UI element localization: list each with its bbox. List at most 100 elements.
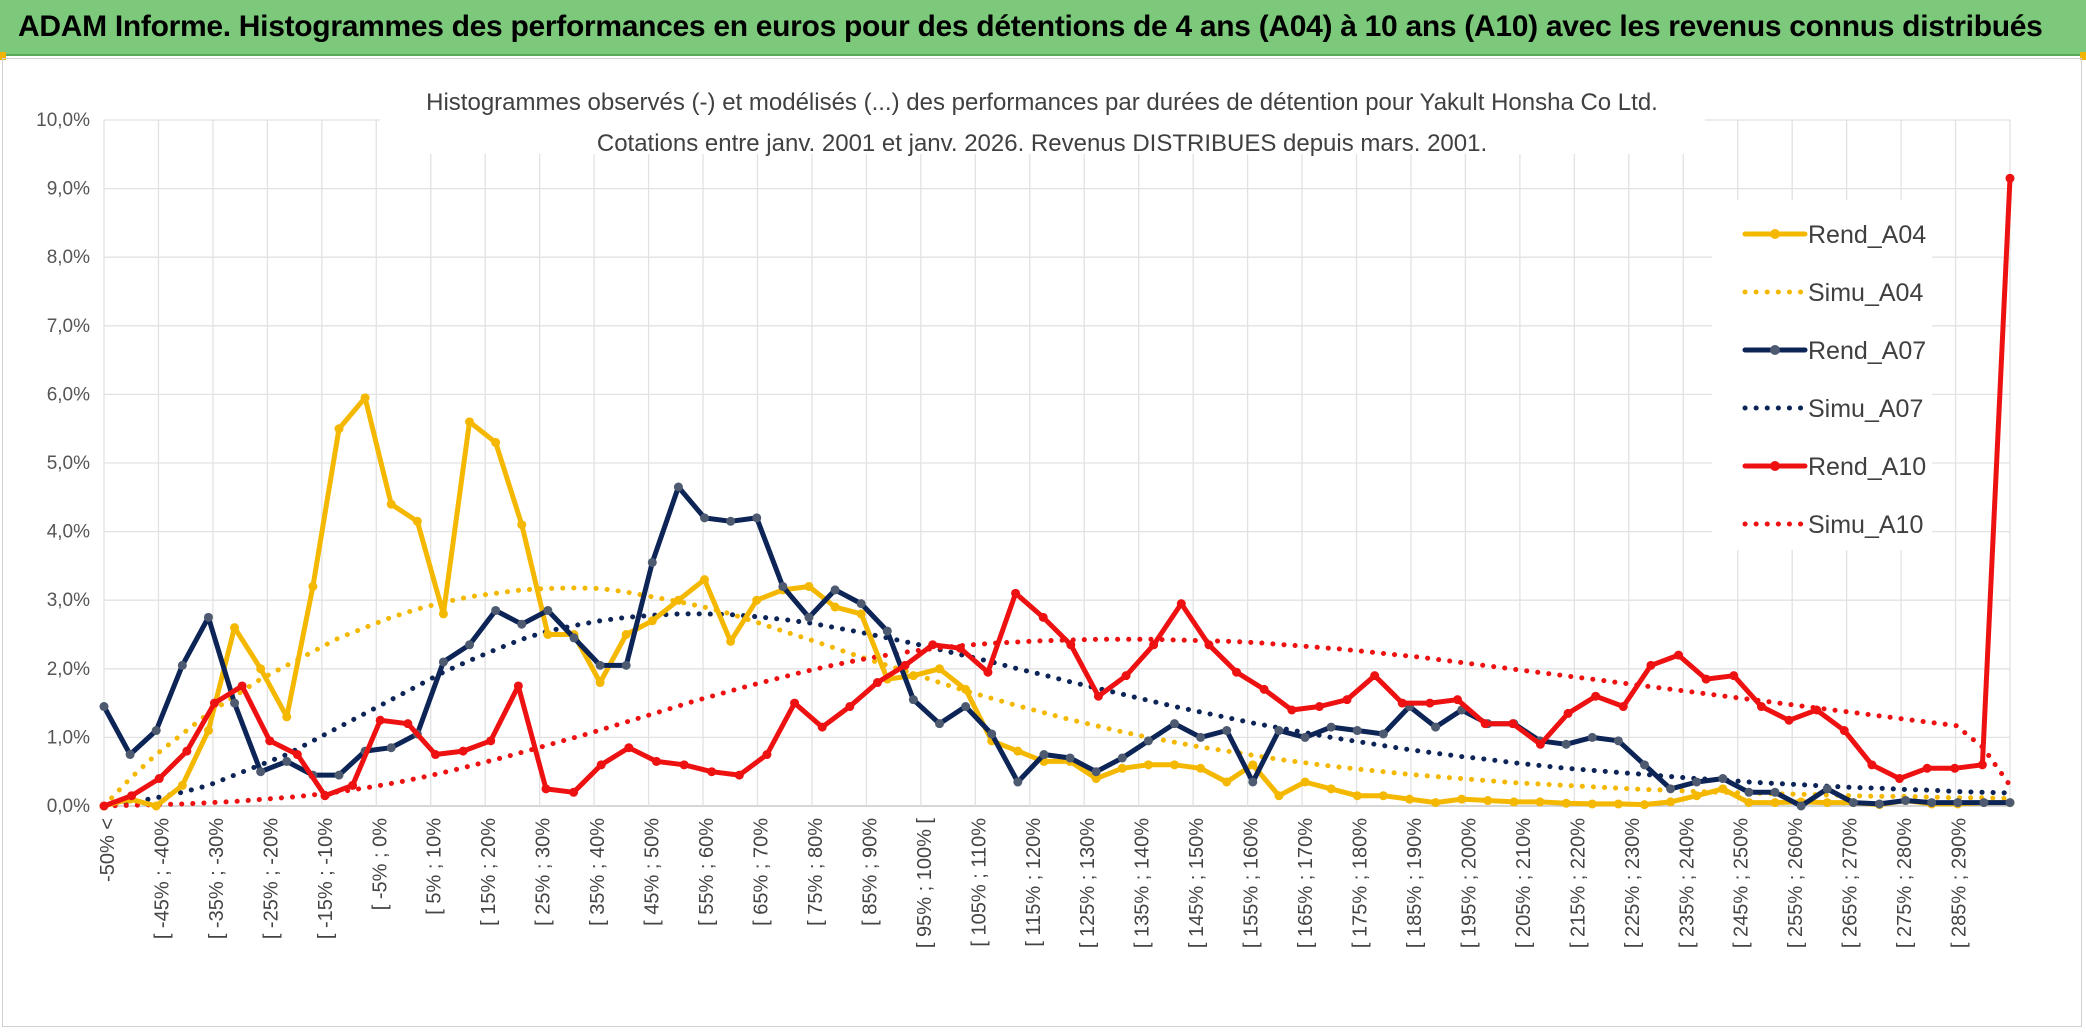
data-point-rend-a10 — [1480, 719, 1490, 729]
data-point-rend-a10 — [1839, 726, 1849, 736]
data-point-rend-a10 — [845, 702, 855, 712]
data-point-rend-a10 — [1204, 640, 1214, 650]
data-point-rend-a04 — [360, 393, 370, 403]
data-point-rend-a10 — [1397, 698, 1407, 708]
data-point-rend-a07 — [752, 513, 762, 523]
data-point-rend-a07 — [987, 729, 997, 739]
data-point-rend-a10 — [320, 791, 330, 801]
x-tick-label: [ 85% ; 90% — [859, 818, 881, 926]
data-point-rend-a07 — [778, 581, 788, 591]
data-point-rend-a10 — [375, 715, 385, 725]
x-tick-label: [ 245% ; 250% — [1731, 818, 1753, 948]
data-point-rend-a10 — [1812, 705, 1822, 715]
data-point-rend-a04 — [1404, 794, 1414, 804]
data-point-rend-a04 — [1639, 800, 1649, 810]
x-tick-label: [ 175% ; 180% — [1350, 818, 1372, 948]
data-point-rend-a07 — [1143, 736, 1153, 746]
data-point-rend-a07 — [1692, 777, 1702, 787]
legend-label-rend-a10: Rend_A10 — [1808, 453, 1926, 481]
x-tick-label: [ -25% ; -20% — [260, 818, 282, 939]
data-point-rend-a04 — [700, 575, 710, 585]
data-point-rend-a04 — [673, 595, 683, 605]
x-tick-label: [ 115% ; 120% — [1023, 818, 1045, 947]
data-point-rend-a04 — [177, 780, 187, 790]
data-point-rend-a04 — [282, 712, 292, 722]
data-point-rend-a07 — [830, 585, 840, 595]
data-point-rend-a10 — [1342, 695, 1352, 705]
data-point-rend-a10 — [790, 698, 800, 708]
data-point-rend-a04 — [1718, 784, 1728, 794]
data-point-rend-a04 — [1509, 797, 1519, 807]
data-point-rend-a07 — [334, 770, 344, 780]
data-point-rend-a04 — [1587, 799, 1597, 809]
data-point-rend-a04 — [935, 664, 945, 674]
data-point-rend-a04 — [230, 623, 240, 633]
data-point-rend-a10 — [1508, 719, 1518, 729]
data-point-rend-a10 — [1591, 691, 1601, 701]
data-point-rend-a10 — [209, 698, 219, 708]
chart-frame — [2, 58, 2082, 1027]
data-point-rend-a07 — [908, 695, 918, 705]
x-tick-label: [ 285% ; 290% — [1949, 818, 1971, 948]
data-point-rend-a07 — [177, 660, 187, 670]
data-point-rend-a10 — [541, 784, 551, 794]
legend-label-rend-a04: Rend_A04 — [1808, 221, 1926, 249]
data-point-rend-a04 — [1457, 794, 1467, 804]
y-tick-label: 2,0% — [47, 659, 90, 680]
data-point-rend-a07 — [1848, 798, 1858, 808]
x-tick-label: [ 275% ; 280% — [1894, 818, 1916, 948]
x-tick-label: [ 155% ; 160% — [1241, 818, 1263, 948]
legend-label-rend-a07: Rend_A07 — [1808, 337, 1926, 365]
chart-legend: Rend_A04 Simu_A04 Rend_A07 Simu_A07 Rend_A10… — [1742, 221, 1926, 539]
data-point-rend-a04 — [465, 417, 475, 427]
data-point-rend-a10 — [900, 660, 910, 670]
data-point-rend-a04 — [804, 581, 814, 591]
data-point-rend-a04 — [1352, 791, 1362, 801]
y-tick-label: 9,0% — [47, 179, 90, 200]
data-point-rend-a10 — [569, 787, 579, 797]
data-point-rend-a10 — [1563, 708, 1573, 718]
data-point-rend-a04 — [1483, 796, 1493, 806]
data-point-rend-a04 — [412, 516, 422, 526]
data-point-rend-a07 — [1013, 777, 1023, 787]
y-tick-label: 8,0% — [47, 247, 90, 268]
chart-title-background — [380, 82, 1705, 154]
data-point-rend-a04 — [1666, 797, 1676, 807]
data-point-rend-a07 — [282, 756, 292, 766]
data-point-rend-a04 — [151, 801, 161, 811]
data-point-rend-a10 — [734, 770, 744, 780]
data-point-rend-a04 — [1091, 774, 1101, 784]
data-point-rend-a04 — [308, 581, 318, 591]
data-point-rend-a07 — [1822, 784, 1832, 794]
data-point-rend-a10 — [182, 746, 192, 756]
legend-marker-rend-a10 — [1770, 461, 1780, 471]
data-point-rend-a07 — [726, 516, 736, 526]
data-point-rend-a10 — [872, 678, 882, 688]
data-point-rend-a10 — [1674, 650, 1684, 660]
data-point-rend-a07 — [517, 619, 527, 629]
data-point-rend-a07 — [1796, 801, 1806, 811]
x-tick-label: [ 215% ; 220% — [1567, 818, 1589, 948]
data-point-rend-a10 — [955, 643, 965, 653]
data-point-rend-a04 — [1744, 798, 1754, 808]
x-tick-label: [ 205% ; 210% — [1513, 818, 1535, 948]
series-line-simu-a10 — [101, 636, 2013, 809]
data-point-rend-a10 — [1259, 684, 1269, 694]
data-point-rend-a07 — [386, 743, 396, 753]
x-tick-label: [ -35% ; -30% — [206, 818, 228, 939]
data-point-rend-a07 — [1222, 726, 1232, 736]
x-tick-label: [ 145% ; 150% — [1186, 818, 1208, 948]
data-point-rend-a07 — [1352, 726, 1362, 736]
data-point-rend-a10 — [292, 750, 302, 760]
data-point-rend-a07 — [595, 660, 605, 670]
data-point-rend-a10 — [458, 746, 468, 756]
data-point-rend-a07 — [438, 657, 448, 667]
data-point-rend-a07 — [543, 605, 553, 615]
data-point-rend-a10 — [1784, 715, 1794, 725]
data-point-rend-a07 — [1927, 798, 1937, 808]
x-tick-label: [ 255% ; 260% — [1785, 818, 1807, 948]
data-point-rend-a07 — [1300, 732, 1310, 742]
data-point-rend-a04 — [1692, 791, 1702, 801]
data-point-rend-a04 — [1326, 784, 1336, 794]
